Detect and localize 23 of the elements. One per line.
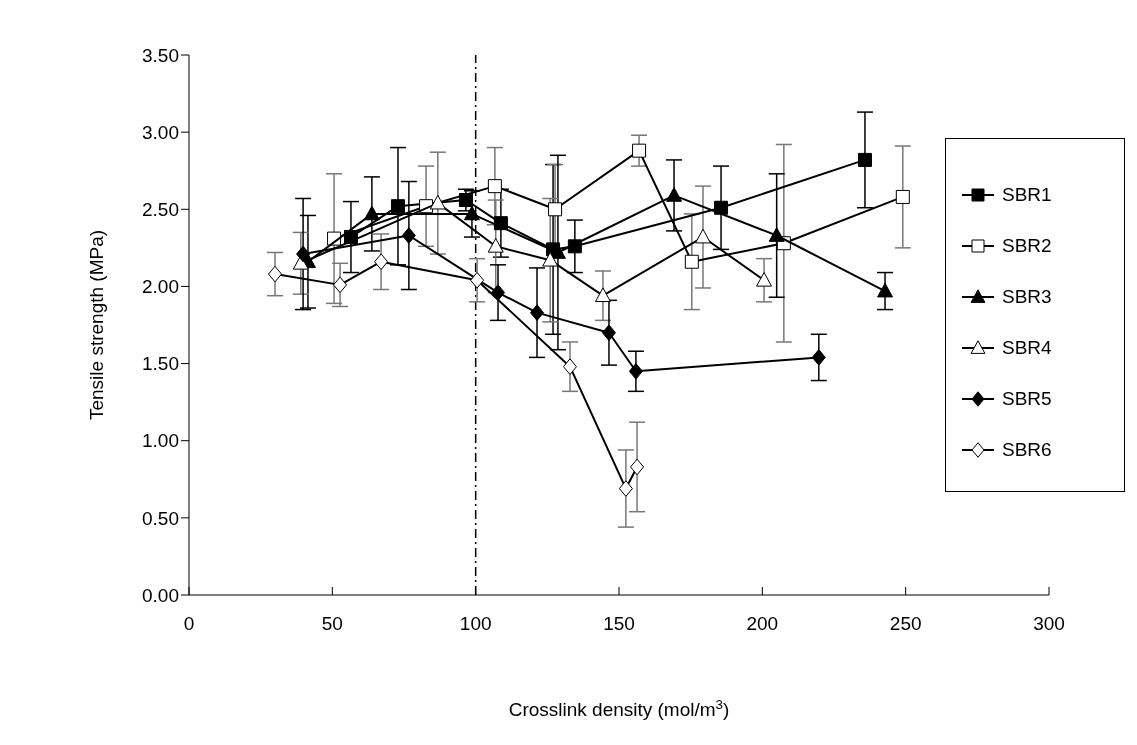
legend-label: SBR3 [1002, 285, 1052, 308]
legend-label: SBR1 [1002, 183, 1052, 206]
y-tick-label: 2.50 [142, 199, 179, 221]
x-tick-label: 250 [889, 613, 922, 635]
x-tick-label: 0 [183, 613, 195, 635]
x-tick-label: 50 [321, 613, 343, 635]
y-axis-title: Tensile strength (MPa) [86, 229, 107, 421]
y-tick-label: 3.00 [142, 121, 179, 143]
y-tick-label: 3.50 [142, 44, 179, 66]
y-tick-label: 1.50 [142, 353, 179, 375]
legend-label: SBR6 [1002, 438, 1052, 461]
x-tick-label: 200 [746, 613, 779, 635]
x-tick-label: 150 [603, 613, 635, 635]
y-tick-label: 2.00 [142, 276, 179, 298]
y-tick-label: 1.00 [142, 430, 179, 452]
x-tick-label: 300 [1033, 613, 1065, 635]
x-tick-label: 100 [459, 613, 492, 635]
legend-label: SBR4 [1002, 336, 1052, 359]
y-tick-label: 0.50 [142, 507, 179, 529]
y-tick-label: 0.00 [142, 584, 179, 606]
legend-label: SBR2 [1002, 234, 1052, 257]
legend-label: SBR5 [1002, 387, 1052, 410]
x-axis-title: Crosslink density (mol/m$^{3}$) [508, 696, 730, 720]
